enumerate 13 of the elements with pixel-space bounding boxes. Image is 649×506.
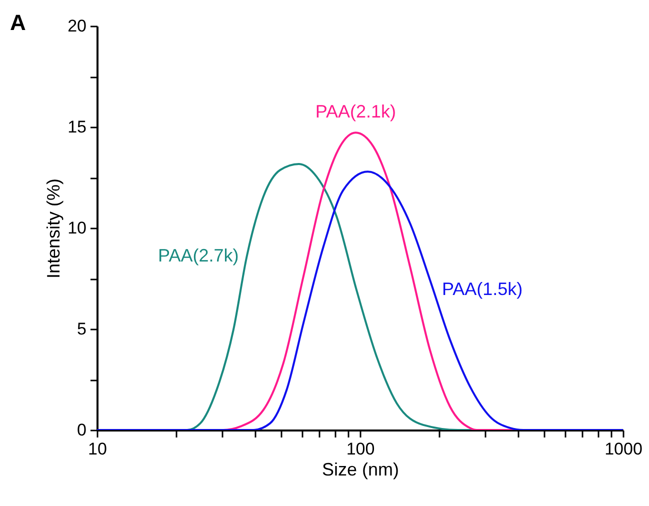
series-label: PAA(2.1k)	[315, 102, 396, 122]
x-tick-label: 1000	[604, 440, 642, 458]
x-axis-title: Size (nm)	[322, 460, 400, 480]
y-tick-label: 5	[77, 320, 86, 338]
y-tick-label: 15	[68, 118, 86, 136]
x-tick-label: 100	[346, 440, 375, 458]
y-tick-label: 0	[77, 420, 86, 440]
y-tick-label: 10	[68, 218, 86, 238]
y-tick-label: 20	[68, 16, 86, 36]
series-label: PAA(1.5k)	[442, 278, 523, 299]
y-axis-title: Intensity (%)	[44, 178, 64, 279]
series-label: PAA(2.7k)	[158, 246, 239, 266]
text: A	[10, 10, 26, 35]
